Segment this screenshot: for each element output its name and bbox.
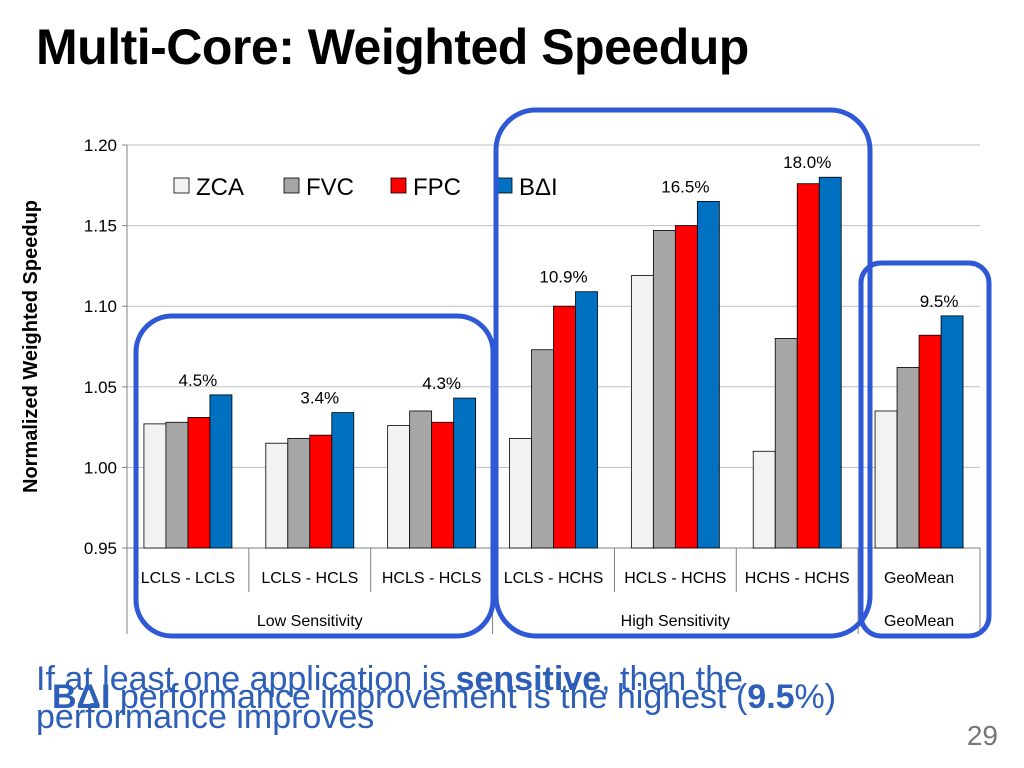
caption-sensitivity: If at least one application is sensitive… — [36, 660, 743, 736]
bar-fvc-4 — [652, 230, 676, 549]
bar-fpc-1 — [309, 434, 333, 549]
x-tick-label: GeoMean — [884, 570, 954, 587]
caption-a-pre: If at least one application is — [36, 660, 456, 698]
data-label-5: 18.0% — [783, 153, 831, 172]
legend-swatch-bδi — [496, 177, 513, 194]
bar-zca-3 — [509, 437, 532, 549]
x-tick-label: HCLS - HCHS — [624, 570, 726, 587]
y-tick-label: 1.10 — [84, 297, 117, 316]
data-label-1: 3.4% — [300, 389, 339, 408]
highlight-box-low — [133, 313, 496, 639]
data-label-3: 10.9% — [539, 268, 587, 287]
bar-fvc-0 — [165, 421, 189, 549]
caption-bdi-improvement: BΔI performance improvement is the highe… — [52, 678, 836, 716]
caption-a-post: , then the — [601, 660, 743, 698]
bar-fvc-6 — [896, 367, 920, 549]
bar-bδi-5 — [818, 176, 842, 549]
legend-label-bδi: BΔI — [519, 174, 558, 201]
bar-fvc-1 — [287, 437, 311, 549]
bar-fvc-2 — [409, 410, 433, 549]
data-label-2: 4.3% — [422, 374, 461, 393]
bar-zca-5 — [752, 450, 776, 549]
group-label: Low Sensitivity — [257, 613, 363, 630]
x-tick-label: LCLS - HCHS — [504, 570, 604, 587]
legend-label-zca: ZCA — [196, 174, 244, 201]
group-label: GeoMean — [884, 613, 954, 630]
bar-fpc-0 — [187, 417, 211, 549]
bar-zca-4 — [630, 275, 654, 549]
highlight-box-geomean — [858, 260, 992, 639]
slide-title: Multi-Core: Weighted Speedup — [36, 19, 749, 75]
y-tick-label: 1.00 — [84, 458, 117, 477]
bar-fpc-5 — [796, 183, 820, 549]
bar-bδi-4 — [696, 201, 720, 549]
data-label-4: 16.5% — [661, 177, 709, 196]
y-tick-label: 1.15 — [84, 217, 117, 236]
x-tick-label: HCHS - HCHS — [745, 570, 850, 587]
y-tick-label: 0.95 — [84, 539, 117, 558]
bar-zca-0 — [143, 423, 167, 549]
bar-bδi-6 — [940, 315, 964, 549]
data-label-0: 4.5% — [179, 371, 218, 390]
bar-fpc-4 — [674, 225, 698, 549]
group-label: High Sensitivity — [621, 613, 730, 630]
bar-fpc-6 — [918, 334, 942, 549]
legend-swatch-fpc — [390, 177, 407, 194]
legend-label-fvc: FVC — [306, 174, 354, 201]
legend-swatch-fvc — [283, 177, 300, 194]
caption-b-post: %) — [794, 678, 837, 716]
y-tick-label: 1.05 — [84, 378, 117, 397]
legend-label-fpc: FPC — [413, 174, 461, 201]
caption-a-line2: performance improves — [36, 698, 375, 736]
highlight-box-high — [493, 107, 873, 639]
x-tick-label: LCLS - HCLS — [261, 570, 358, 587]
data-label-6: 9.5% — [920, 292, 959, 311]
x-tick-label: LCLS - LCLS — [141, 570, 235, 587]
bar-fvc-3 — [531, 349, 554, 549]
bar-bδi-3 — [575, 291, 598, 549]
bar-zca-2 — [387, 425, 411, 549]
caption-b-bold: BΔI — [52, 678, 111, 716]
y-tick-label: 1.20 — [84, 136, 117, 155]
bar-bδi-0 — [209, 394, 233, 549]
y-axis-label: Normalized Weighted Speedup — [20, 200, 42, 493]
caption-a-bold: sensitive — [455, 660, 602, 698]
bar-bδi-1 — [331, 412, 355, 549]
bar-fpc-2 — [431, 421, 455, 549]
bar-zca-6 — [874, 410, 898, 549]
bar-fvc-5 — [774, 338, 798, 549]
legend-swatch-zca — [173, 177, 190, 194]
caption-b-pre: performance improvement is the highest ( — [110, 678, 748, 716]
bar-zca-1 — [265, 442, 289, 549]
x-tick-label: HCLS - HCLS — [382, 570, 482, 587]
slide-number: 29 — [966, 720, 998, 751]
caption-b-value: 9.5 — [747, 678, 795, 716]
bar-bδi-2 — [453, 397, 477, 549]
bar-fpc-3 — [553, 305, 576, 549]
